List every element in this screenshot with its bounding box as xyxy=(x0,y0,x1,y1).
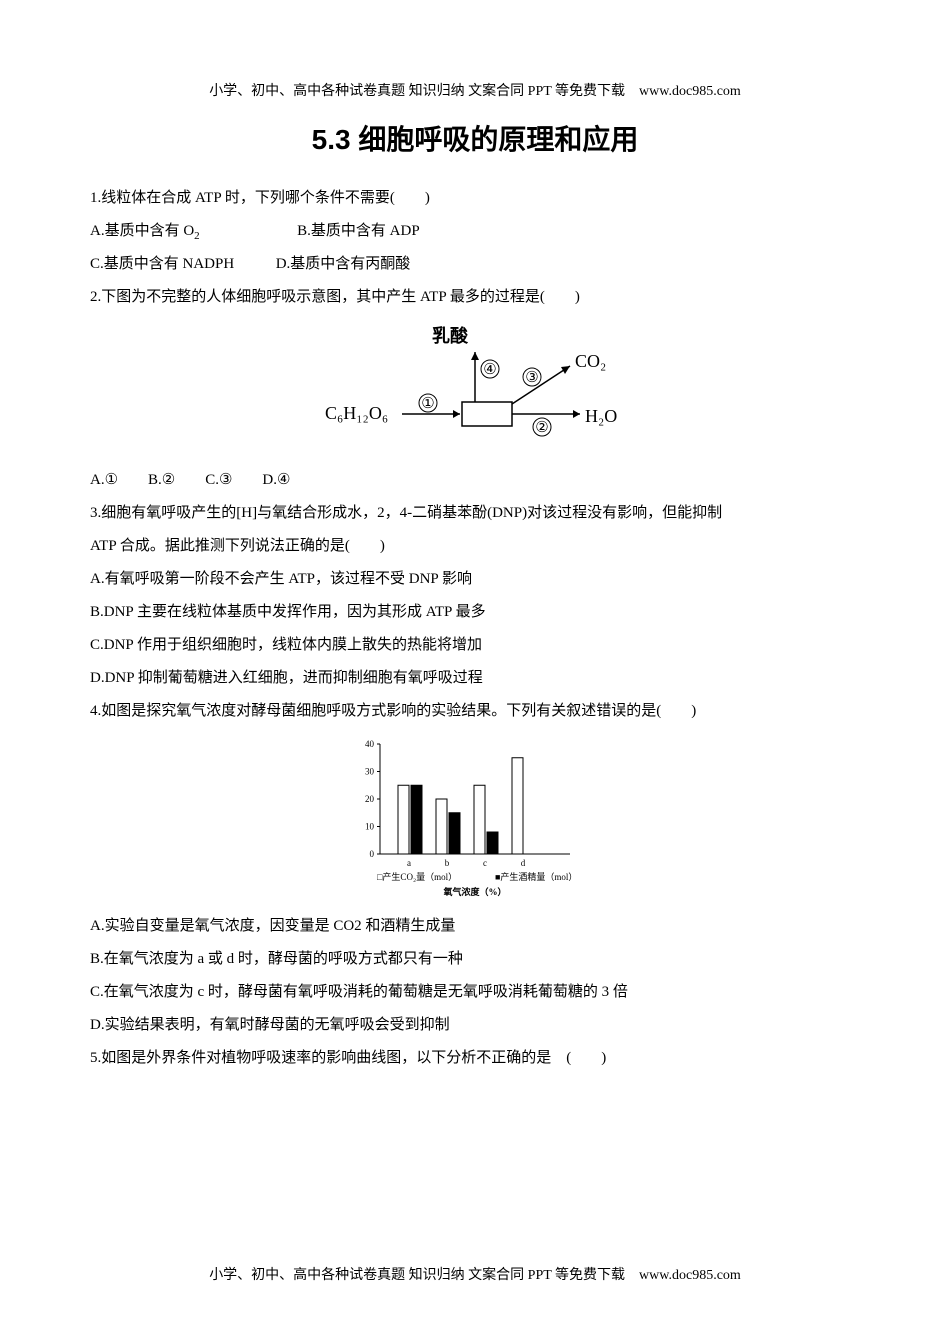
q4-optD: D.实验结果表明，有氧时酵母菌的无氧呼吸会受到抑制 xyxy=(90,1009,860,1042)
q3-line1: 3.细胞有氧呼吸产生的[H]与氧结合形成水，2，4-二硝基苯酚(DNP)对该过程… xyxy=(90,497,860,530)
q2-diagram: 乳酸 C₆H₁₂O₆ CO₂ H₂O ① ④ ③ ② xyxy=(320,324,630,454)
q1-optC: C.基质中含有 NADPH xyxy=(90,256,234,272)
q3-optB: B.DNP 主要在线粒体基质中发挥作用，因为其形成 ATP 最多 xyxy=(90,596,860,629)
q3-optD: D.DNP 抑制葡萄糖进入红细胞，进而抑制细胞有氧呼吸过程 xyxy=(90,662,860,695)
svg-text:■产生酒精量（mol）: ■产生酒精量（mol） xyxy=(495,871,577,882)
header: 小学、初中、高中各种试卷真题 知识归纳 文案合同 PPT 等免费下载 www.d… xyxy=(90,80,860,100)
svg-text:CO₂: CO₂ xyxy=(575,351,606,371)
svg-text:①: ① xyxy=(421,396,434,412)
svg-text:30: 30 xyxy=(365,767,375,777)
svg-text:20: 20 xyxy=(365,794,375,804)
q4-chart: 0 10 20 30 40 a b c d □产生CO₂量（mol） ■产生酒精量（mol） 氧气浓度… xyxy=(335,734,615,904)
q3-optC: C.DNP 作用于组织细胞时，线粒体内膜上散失的热能将增加 xyxy=(90,629,860,662)
svg-text:乳酸: 乳酸 xyxy=(432,325,469,346)
svg-text:□产生CO₂量（mol）: □产生CO₂量（mol） xyxy=(377,871,457,882)
svg-text:C₆H₁₂O₆: C₆H₁₂O₆ xyxy=(325,403,388,423)
q1-optD: D.基质中含有丙酮酸 xyxy=(276,256,411,272)
q1-optB: B.基质中含有 ADP xyxy=(297,223,420,239)
svg-text:d: d xyxy=(521,858,526,868)
q5-stem: 5.如图是外界条件对植物呼吸速率的影响曲线图，以下分析不正确的是 ( ) xyxy=(90,1042,860,1075)
svg-text:0: 0 xyxy=(370,849,375,859)
q4-optB: B.在氧气浓度为 a 或 d 时，酵母菌的呼吸方式都只有一种 xyxy=(90,943,860,976)
q4-stem: 4.如图是探究氧气浓度对酵母菌细胞呼吸方式影响的实验结果。下列有关叙述错误的是(… xyxy=(90,695,860,728)
content-body: 1.线粒体在合成 ATP 时，下列哪个条件不需要( ) A.基质中含有 O2 B… xyxy=(90,182,860,1075)
svg-text:③: ③ xyxy=(525,370,538,386)
svg-text:H₂O: H₂O xyxy=(585,406,617,426)
q1-row2: C.基质中含有 NADPH D.基质中含有丙酮酸 xyxy=(90,248,860,281)
svg-text:c: c xyxy=(483,858,487,868)
q2-stem: 2.下图为不完整的人体细胞呼吸示意图，其中产生 ATP 最多的过程是( ) xyxy=(90,281,860,314)
svg-text:10: 10 xyxy=(365,822,375,832)
q1-stem: 1.线粒体在合成 ATP 时，下列哪个条件不需要( ) xyxy=(90,182,860,215)
q3-optA: A.有氧呼吸第一阶段不会产生 ATP，该过程不受 DNP 影响 xyxy=(90,563,860,596)
q3-line2: ATP 合成。据此推测下列说法正确的是( ) xyxy=(90,530,860,563)
svg-text:氧气浓度（%）: 氧气浓度（%） xyxy=(442,886,506,897)
q4-optC: C.在氧气浓度为 c 时，酵母菌有氧呼吸消耗的葡萄糖是无氧呼吸消耗葡萄糖的 3 … xyxy=(90,976,860,1009)
svg-text:40: 40 xyxy=(365,739,375,749)
svg-text:④: ④ xyxy=(483,362,496,378)
q1-row1: A.基质中含有 O2 B.基质中含有 ADP xyxy=(90,215,860,248)
svg-text:a: a xyxy=(407,858,411,868)
page-title: 5.3 细胞呼吸的原理和应用 xyxy=(90,118,860,158)
svg-text:②: ② xyxy=(535,420,548,436)
svg-text:b: b xyxy=(445,858,450,868)
q2-options: A.① B.② C.③ D.④ xyxy=(90,464,860,497)
q4-optA: A.实验自变量是氧气浓度，因变量是 CO2 和酒精生成量 xyxy=(90,910,860,943)
footer: 小学、初中、高中各种试卷真题 知识归纳 文案合同 PPT 等免费下载 www.d… xyxy=(0,1264,950,1284)
q1-optA: A.基质中含有 O2 xyxy=(90,223,200,239)
